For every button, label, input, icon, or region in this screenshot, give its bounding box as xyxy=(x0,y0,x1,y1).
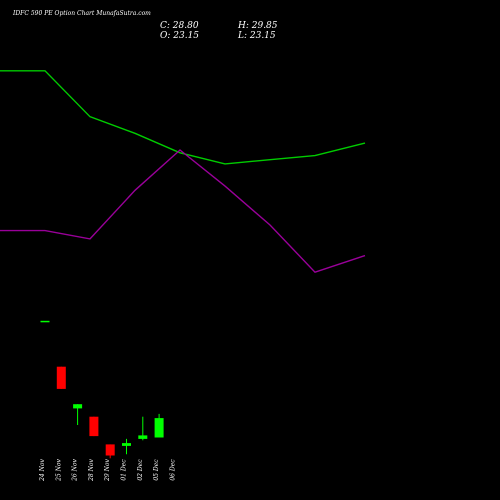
x-axis-ticks: 24 Nov 25 Nov 26 Nov 28 Nov 29 Nov 01 Dec 02 D… xyxy=(39,458,176,481)
candle-body xyxy=(56,366,66,389)
x-tick-label: 29 Nov xyxy=(104,458,111,481)
x-tick-label: 05 Dec xyxy=(153,459,160,481)
x-tick-label: 26 Nov xyxy=(72,458,79,481)
x-tick-label: 02 Dec xyxy=(137,459,144,481)
x-tick-label: 06 Dec xyxy=(169,459,176,481)
indicator-line-1 xyxy=(0,70,366,165)
candle xyxy=(138,416,148,441)
candle-body xyxy=(122,443,131,446)
x-tick-label: 01 Dec xyxy=(121,459,128,481)
low-value: L: 23.15 xyxy=(237,31,276,41)
candle-body xyxy=(105,444,115,456)
candle xyxy=(73,404,83,425)
candle-body xyxy=(89,416,99,437)
chart-title: IDFC 590 PE Option Chart MunafaSutra.com xyxy=(12,10,151,17)
indicator-line-2 xyxy=(0,149,366,274)
candle xyxy=(154,413,164,438)
x-tick-label: 25 Nov xyxy=(55,458,62,481)
candle xyxy=(40,320,50,323)
candle xyxy=(122,438,131,455)
indicator-lines xyxy=(0,70,366,274)
high-value: H: 29.85 xyxy=(237,21,278,31)
candle xyxy=(89,416,99,437)
candle-body xyxy=(154,418,164,438)
candle xyxy=(105,444,115,459)
candle-body xyxy=(40,320,50,323)
x-tick-label: 28 Nov xyxy=(88,458,95,481)
candle xyxy=(56,366,66,389)
candle-body xyxy=(73,404,83,409)
x-tick-label: 24 Nov xyxy=(39,458,46,481)
open-value: O: 23.15 xyxy=(160,31,199,41)
candles xyxy=(40,320,164,459)
close-value: C: 28.80 xyxy=(160,21,199,31)
candle-body xyxy=(138,435,148,439)
